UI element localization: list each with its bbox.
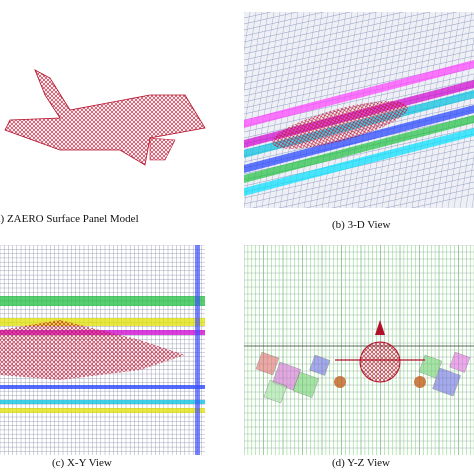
panel-3d-view xyxy=(244,12,474,208)
decoration xyxy=(334,376,346,388)
decoration xyxy=(423,12,455,208)
decoration xyxy=(195,245,200,455)
decoration xyxy=(244,13,474,67)
decoration xyxy=(255,351,280,376)
decoration xyxy=(0,296,205,306)
decoration xyxy=(244,12,378,43)
decoration xyxy=(459,115,474,208)
decoration xyxy=(0,385,205,389)
decoration xyxy=(358,181,474,208)
decoration xyxy=(244,12,298,25)
decoration xyxy=(244,145,474,199)
decoration xyxy=(244,12,458,61)
decoration xyxy=(429,12,461,208)
decoration xyxy=(251,157,474,208)
decoration xyxy=(244,12,251,53)
decoration xyxy=(244,12,269,171)
decoration xyxy=(0,400,205,404)
decoration xyxy=(272,101,408,149)
panel-xy-view xyxy=(0,245,205,455)
decoration xyxy=(244,12,431,55)
decoration xyxy=(375,320,385,335)
decoration xyxy=(263,379,288,404)
decoration xyxy=(417,12,449,208)
decoration xyxy=(244,12,325,31)
decoration xyxy=(435,12,467,208)
decoration xyxy=(278,163,474,208)
decoration xyxy=(244,12,257,92)
decoration xyxy=(244,25,474,79)
decoration xyxy=(309,354,331,376)
caption: (a) ZAERO Surface Panel Model xyxy=(0,213,139,225)
decoration xyxy=(305,169,474,208)
decoration xyxy=(449,351,471,373)
decoration xyxy=(432,367,461,397)
decoration xyxy=(414,376,426,388)
decoration xyxy=(418,354,443,379)
decoration xyxy=(244,128,474,196)
decoration xyxy=(244,12,263,131)
decoration xyxy=(244,12,245,13)
decoration xyxy=(244,49,474,103)
decoration xyxy=(244,105,474,173)
decoration xyxy=(244,12,405,49)
decoration xyxy=(244,55,474,109)
decoration xyxy=(244,151,474,205)
decoration xyxy=(244,115,474,183)
decoration xyxy=(244,37,474,91)
caption: (b) 3-D View xyxy=(332,219,390,231)
caption: (c) X-Y View xyxy=(52,457,112,469)
decoration xyxy=(359,341,401,383)
aircraft-model xyxy=(4,69,206,166)
decoration xyxy=(244,12,245,14)
decoration xyxy=(0,320,185,380)
decoration xyxy=(292,371,320,398)
decoration xyxy=(244,19,474,73)
decoration xyxy=(244,12,352,37)
panel-yz-view xyxy=(244,245,474,455)
caption: (d) Y-Z View xyxy=(332,457,390,469)
decoration xyxy=(384,187,474,208)
decoration xyxy=(465,154,474,208)
decoration xyxy=(411,193,474,208)
decoration xyxy=(0,408,205,413)
decoration xyxy=(244,60,474,128)
decoration xyxy=(0,318,205,326)
